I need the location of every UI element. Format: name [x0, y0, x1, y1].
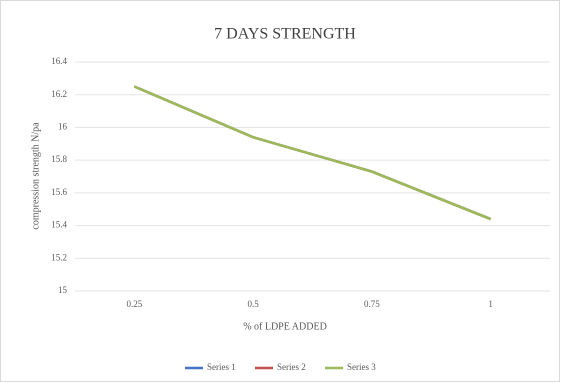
- y-tick-label: 15.8: [51, 154, 67, 164]
- y-tick-label: 15.2: [51, 252, 67, 262]
- chart-title: 7 DAYS STRENGTH: [214, 26, 356, 43]
- y-tick-label: 16.4: [51, 56, 67, 66]
- series-line: [133, 85, 492, 221]
- legend-label: Series 2: [277, 362, 306, 372]
- x-axis-label: % of LDPE ADDED: [243, 321, 327, 332]
- y-tick-label: 16.2: [51, 89, 67, 99]
- y-tick-label: 15.4: [51, 220, 67, 230]
- x-tick-label: 0.25: [127, 299, 143, 309]
- y-tick-label: 16: [58, 121, 68, 131]
- x-tick-label: 1: [488, 299, 493, 309]
- legend-label: Series 1: [207, 362, 236, 372]
- y-tick-label: 15: [58, 285, 68, 295]
- x-tick-label: 0.5: [248, 299, 260, 309]
- legend-label: Series 3: [347, 362, 376, 372]
- y-axis-label: compression strength N/pa: [30, 122, 41, 230]
- x-tick-label: 0.75: [364, 299, 380, 309]
- y-tick-label: 15.6: [51, 187, 67, 197]
